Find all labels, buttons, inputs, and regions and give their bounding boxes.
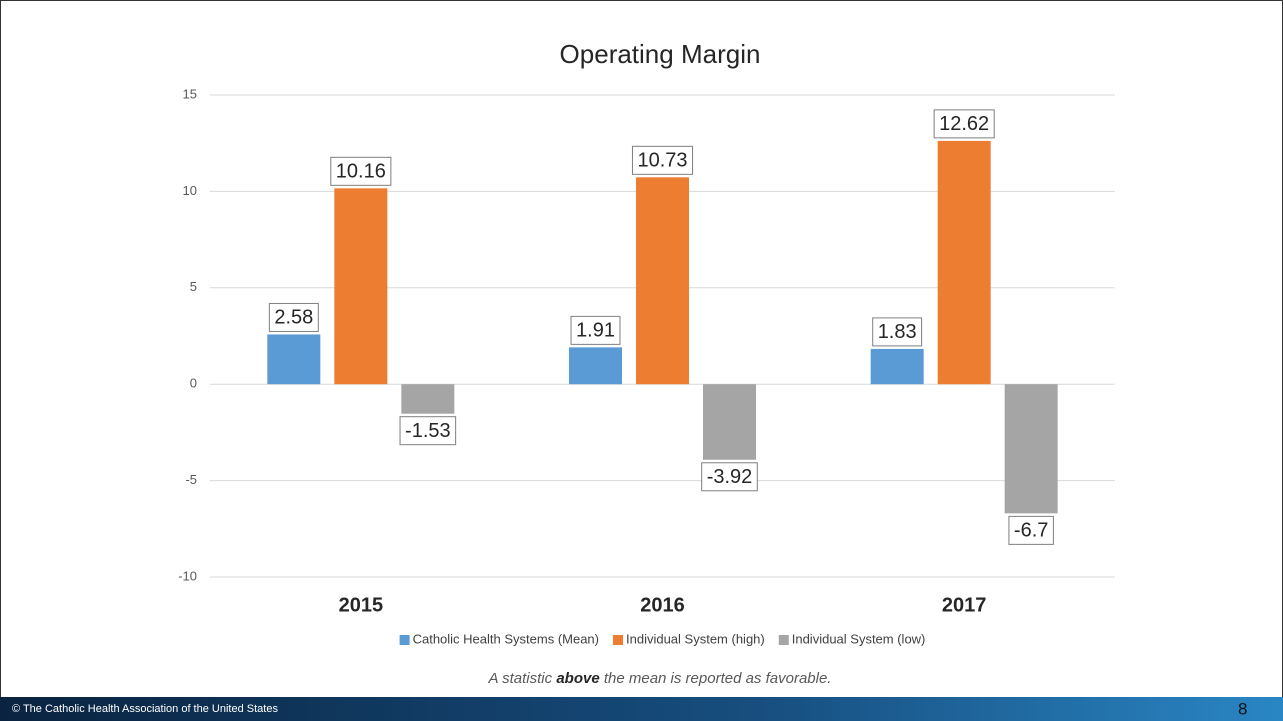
data-label-box xyxy=(701,462,758,492)
data-label-box xyxy=(399,416,457,446)
bar xyxy=(937,140,991,385)
data-label-box xyxy=(872,317,923,347)
page-number: 8 xyxy=(1238,699,1247,718)
data-label-box xyxy=(330,156,392,186)
y-tick-label: -10 xyxy=(178,568,197,583)
bar xyxy=(870,348,924,385)
footnote-emphasis: above xyxy=(556,670,599,687)
data-label: -3.92 xyxy=(707,466,753,488)
legend-label: Catholic Health Systems (Mean) xyxy=(413,631,599,646)
y-tick-label: 10 xyxy=(183,183,197,198)
bar xyxy=(703,384,756,460)
data-label-box xyxy=(933,109,995,139)
data-label: 12.62 xyxy=(939,113,989,135)
data-label-box xyxy=(631,145,694,175)
plot: -10 -5 0 5 10 15 2015 2.58 10.16 -1.53 2016 1.91 10.… xyxy=(178,86,1115,646)
footer-text: © The Catholic Health Association of the… xyxy=(12,703,278,715)
data-label: -1.53 xyxy=(405,420,451,442)
data-label-box xyxy=(268,302,319,332)
chart-title: Operating Margin xyxy=(560,39,761,69)
legend-swatch xyxy=(399,635,410,645)
data-label: 1.83 xyxy=(878,321,917,343)
x-tick-label: 2016 xyxy=(640,594,685,616)
bar xyxy=(636,177,689,385)
data-label-box xyxy=(570,315,621,345)
y-tick-label: 15 xyxy=(183,86,197,101)
footnote-text: A statistic xyxy=(488,670,557,687)
bar xyxy=(267,334,321,385)
data-label: 1.91 xyxy=(576,320,615,342)
x-tick-label: 2015 xyxy=(339,594,384,616)
x-tick-label: 2017 xyxy=(942,594,987,616)
data-label-box xyxy=(1008,515,1054,545)
data-label: -6.7 xyxy=(1014,520,1048,542)
bar xyxy=(334,188,388,385)
data-label: 10.16 xyxy=(336,161,386,183)
data-label: 2.58 xyxy=(274,307,313,329)
legend-label: Individual System (low) xyxy=(792,631,926,646)
y-tick-label: 0 xyxy=(190,376,197,391)
footer-bar xyxy=(0,697,1283,721)
bar xyxy=(1004,384,1058,514)
y-tick-label: 5 xyxy=(190,279,197,294)
legend-swatch xyxy=(778,635,789,645)
footnote-text: the mean is reported as favorable. xyxy=(600,670,832,687)
footnote: A statistic above the mean is reported a… xyxy=(488,670,832,687)
legend-swatch xyxy=(613,635,624,645)
legend-label: Individual System (high) xyxy=(626,631,765,646)
data-label: 10.73 xyxy=(637,150,687,172)
bar xyxy=(401,384,455,414)
y-tick-label: -5 xyxy=(185,472,197,487)
bar xyxy=(569,347,622,385)
